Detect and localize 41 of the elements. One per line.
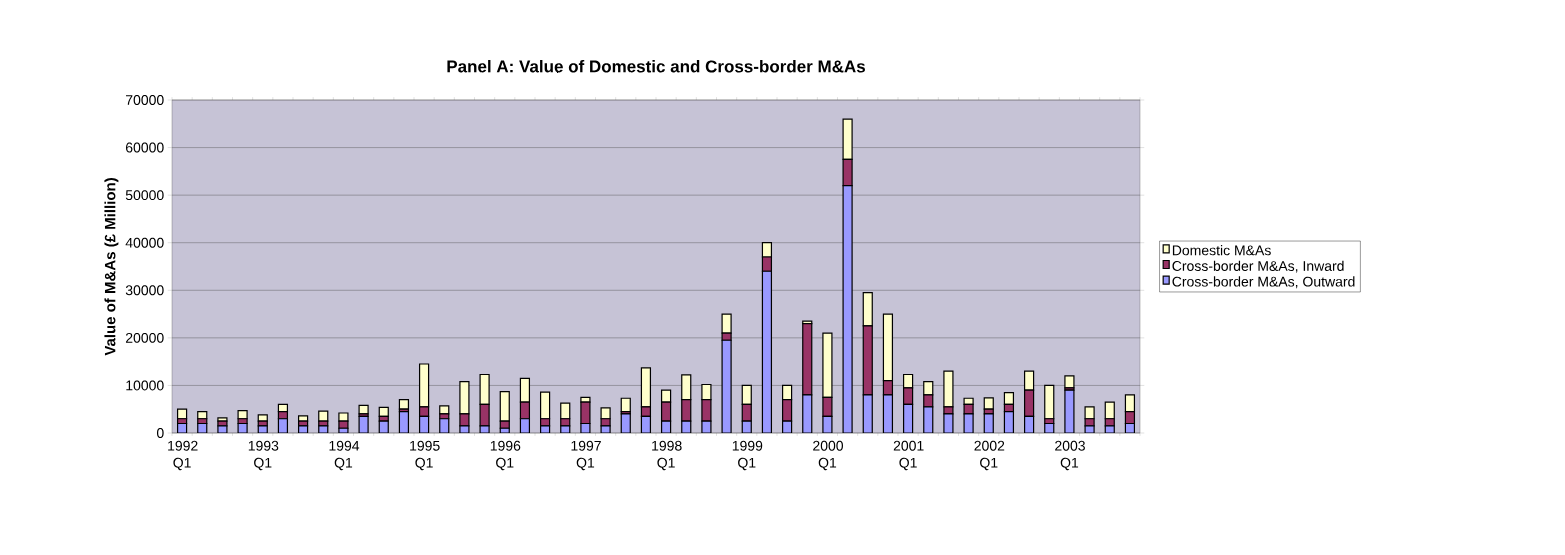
- x-tick-label: 1999 Q1: [732, 440, 763, 471]
- x-tick-label: 2000 Q1: [813, 440, 844, 471]
- bar: [398, 399, 410, 410]
- bar: [1064, 389, 1075, 433]
- x-tick-label: 1998 Q1: [652, 440, 682, 471]
- chart-title: Panel A: Value of Domestic and Cross-border M&As: [447, 59, 865, 73]
- legend-label: Domestic M&As: [1172, 245, 1271, 256]
- legend-label: Cross-border M&As, Inward: [1172, 260, 1344, 273]
- bar: [620, 413, 631, 433]
- x-tick-label: 1996 Q1: [490, 440, 521, 471]
- x-tick-label: 1995 Q1: [410, 440, 440, 471]
- bar: [378, 420, 389, 433]
- bar: [1064, 375, 1075, 389]
- bar: [1044, 384, 1055, 420]
- bar: [237, 410, 248, 420]
- y-tick-label: 60000: [125, 142, 164, 153]
- bar: [1044, 422, 1055, 433]
- x-tick-label: 2002 Q1: [974, 440, 1005, 471]
- bar: [398, 410, 410, 433]
- y-tick-label: 40000: [125, 237, 164, 248]
- bar: [197, 422, 208, 433]
- y-tick-label: 10000: [126, 380, 164, 391]
- x-tick-label: 2001 Q1: [893, 440, 924, 471]
- y-tick-label: 0: [156, 428, 164, 438]
- x-tick-label: 1997 Q1: [571, 440, 601, 471]
- y-tick-label: 30000: [125, 285, 164, 296]
- y-tick-label: 50000: [125, 190, 164, 201]
- bar: [983, 413, 994, 433]
- bar: [237, 422, 248, 433]
- y-axis-title: Value of M&As (£ Million): [104, 178, 119, 356]
- x-tick-label: 2003 Q1: [1055, 440, 1085, 471]
- bar: [176, 422, 188, 433]
- bar: [358, 415, 369, 433]
- y-tick-label: 70000: [126, 95, 164, 105]
- x-tick-label: 1992 Q1: [168, 440, 198, 471]
- bar: [358, 404, 369, 415]
- legend-label: Cross-border M&As, Outward: [1172, 276, 1355, 289]
- y-tick-label: 20000: [125, 332, 164, 343]
- bar: [983, 397, 994, 410]
- x-tick-label: 1993 Q1: [248, 440, 279, 471]
- x-tick-label: 1994 Q1: [329, 440, 360, 471]
